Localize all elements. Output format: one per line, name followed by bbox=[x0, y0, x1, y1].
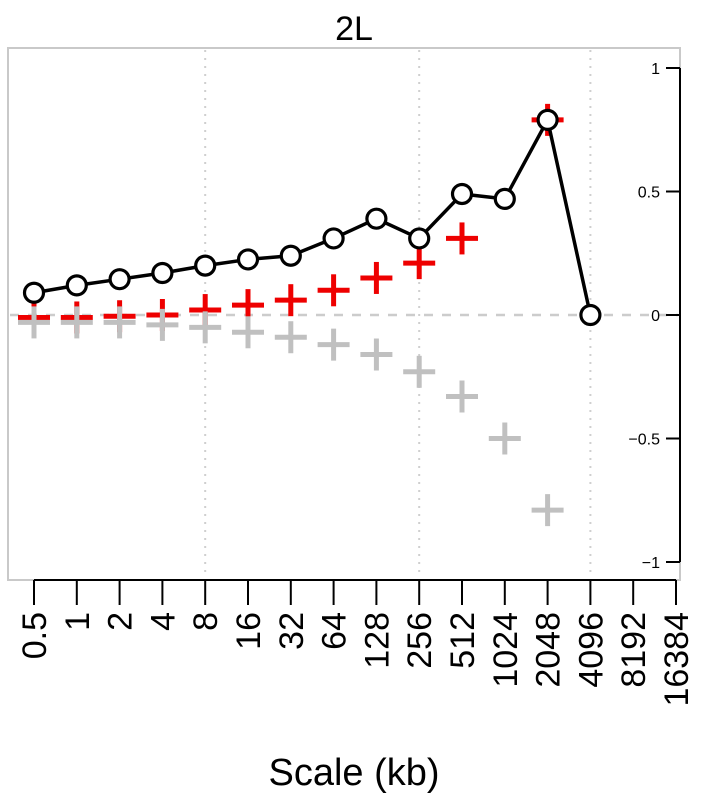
circle-marker bbox=[579, 303, 602, 327]
x-tick-label: 128 bbox=[358, 612, 396, 669]
x-tick-label: 1 bbox=[59, 612, 97, 631]
x-tick-label: 4096 bbox=[572, 612, 610, 688]
y-tick-label: 0 bbox=[651, 308, 660, 325]
plus-marker bbox=[232, 289, 264, 322]
x-tick-label: 16 bbox=[230, 612, 268, 650]
plus-marker bbox=[446, 222, 478, 255]
axis-layer: −1−0.500.510.5 1 2 4 8 16 32 64 128 256 512 1024 204… bbox=[16, 61, 696, 707]
circle-marker bbox=[22, 281, 46, 304]
circle-marker bbox=[236, 248, 260, 271]
circle-marker bbox=[536, 108, 559, 131]
x-tick-label: 4 bbox=[144, 612, 182, 631]
x-tick-label: 8 bbox=[187, 612, 225, 631]
x-tick-label: 512 bbox=[444, 612, 482, 669]
plus-marker bbox=[360, 338, 393, 371]
x-tick-label: 64 bbox=[316, 612, 354, 650]
plus-marker bbox=[18, 306, 50, 339]
circle-marker bbox=[450, 182, 474, 206]
circle-marker bbox=[365, 207, 388, 230]
x-tick-label: 0.5 bbox=[16, 612, 54, 659]
plus-marker bbox=[488, 422, 521, 455]
circle-marker bbox=[194, 254, 217, 277]
plus-marker bbox=[360, 261, 393, 294]
x-tick-label: 2048 bbox=[530, 612, 568, 688]
circle-marker bbox=[408, 227, 431, 250]
plus-marker bbox=[317, 328, 350, 361]
circle-marker bbox=[279, 244, 302, 267]
y-tick-label: −1 bbox=[642, 555, 660, 572]
circle-marker bbox=[108, 268, 131, 291]
x-tick-label: 256 bbox=[401, 612, 439, 669]
x-axis-label: Scale (kb) bbox=[268, 752, 439, 794]
plus-marker bbox=[189, 311, 222, 344]
plus-marker bbox=[60, 306, 93, 339]
x-tick-label: 32 bbox=[273, 612, 311, 650]
circle-marker bbox=[151, 261, 174, 285]
x-tick-label: 2 bbox=[102, 612, 140, 631]
plus-marker bbox=[103, 306, 136, 339]
circle-marker bbox=[65, 274, 88, 297]
plus-marker bbox=[531, 494, 564, 527]
circle-marker bbox=[322, 227, 345, 250]
circle-marker bbox=[493, 187, 516, 211]
plus-marker bbox=[446, 380, 478, 413]
y-tick-label: 1 bbox=[651, 61, 660, 78]
x-tick-label: 1024 bbox=[487, 612, 525, 688]
series-layer bbox=[18, 103, 602, 527]
plus-marker bbox=[274, 284, 307, 317]
plus-marker bbox=[403, 355, 436, 388]
plus-marker bbox=[232, 316, 264, 349]
y-tick-label: 0.5 bbox=[638, 185, 660, 202]
y-tick-label: −0.5 bbox=[628, 432, 660, 449]
x-tick-label: 16384 bbox=[658, 612, 696, 707]
plus-marker bbox=[317, 274, 350, 307]
chart-title: 2L bbox=[335, 10, 373, 48]
x-tick-label: 8192 bbox=[615, 612, 653, 688]
plus-marker bbox=[274, 321, 307, 354]
plus-marker bbox=[403, 247, 436, 280]
plus-marker bbox=[146, 308, 179, 341]
